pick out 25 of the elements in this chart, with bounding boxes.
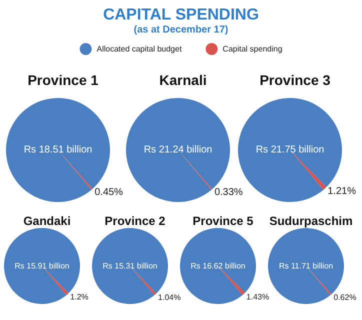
text: Province 1 (28, 72, 99, 88)
data-label: Rs 15.91 billion (14, 262, 70, 270)
text: (as at December 17) (134, 24, 228, 36)
chart-title: Province 2 (104, 214, 166, 228)
data-label: 1.2% (70, 292, 88, 302)
legend-label: Capital spending (222, 44, 282, 54)
data-label: Rs 16.62 billion (190, 262, 246, 270)
data-label: Rs 18.51 billion (24, 144, 92, 156)
data-label: 0.33% (214, 187, 243, 198)
data-label: Rs 21.24 billion (144, 144, 212, 156)
text: CAPITAL SPENDING (103, 6, 259, 24)
data-label: 0.45% (94, 186, 124, 198)
data-label: 0.62% (334, 293, 356, 302)
legend-label: Allocated capital budget (96, 44, 182, 54)
data-label: Rs 21.75 billion (256, 144, 324, 156)
data-label: 1.43% (246, 292, 270, 302)
chart-title: Sudurpaschim (269, 214, 353, 228)
chart-title: Province 5 (192, 214, 254, 228)
chart-title: Gandaki (23, 214, 71, 228)
data-label: Rs 15.31 billion (102, 262, 158, 270)
data-label: 1.04% (158, 292, 181, 302)
chart-title: Province 3 (260, 72, 331, 88)
data-label: 1.21% (328, 186, 356, 197)
chart-title: Karnali (159, 72, 207, 88)
data-label: Rs 11.71 billion (278, 262, 334, 270)
